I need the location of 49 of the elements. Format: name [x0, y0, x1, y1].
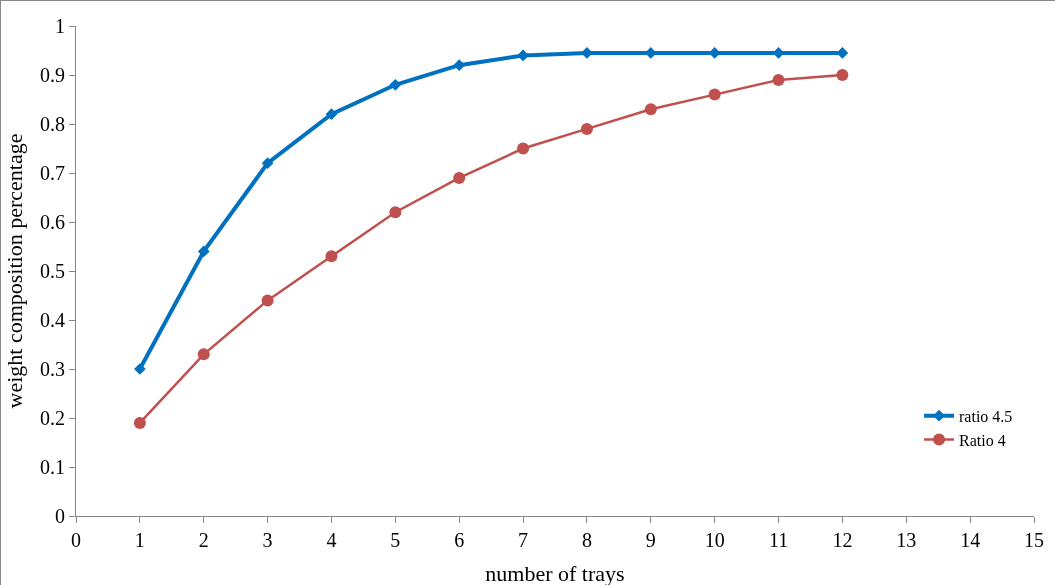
y-tick-label: 0.3 [40, 358, 65, 380]
point [708, 88, 721, 101]
x-tick-label: 1 [134, 529, 145, 551]
point [389, 206, 402, 219]
point [644, 103, 657, 116]
y-tick-label: 0.5 [40, 260, 65, 282]
point [517, 142, 530, 155]
point [261, 157, 274, 170]
point [133, 416, 146, 429]
point [325, 250, 338, 263]
x-tick-label: 14 [960, 529, 981, 551]
x-tick-label: 0 [71, 529, 81, 551]
x-axis-title: number of trays [485, 561, 625, 585]
y-tick-label: 1 [55, 15, 65, 37]
x-tick-label: 5 [390, 529, 401, 551]
y-tick-label: 0.1 [40, 456, 65, 478]
x-tick-label: 2 [198, 529, 209, 551]
point [197, 348, 210, 361]
x-tick-label: 3 [262, 529, 273, 551]
point [389, 78, 402, 91]
legend-label: Ratio 4 [959, 431, 1006, 449]
point [197, 245, 210, 258]
point [772, 73, 785, 86]
y-axis-title: weight composition percentage [2, 133, 27, 409]
y-tick-label: 0.7 [40, 162, 65, 184]
point [325, 108, 338, 121]
x-tick-label: 13 [896, 529, 917, 551]
y-tick-label: 0.6 [40, 211, 65, 233]
x-tick-label: 15 [1024, 529, 1044, 551]
y-tick-label: 0.4 [40, 309, 65, 331]
y-tick-label: 0 [55, 505, 65, 527]
point [517, 49, 529, 62]
x-tick-label: 10 [704, 529, 725, 551]
x-tick-label: 8 [581, 529, 592, 551]
point [580, 122, 593, 135]
y-tick-label: 0.8 [40, 113, 65, 135]
point [453, 171, 466, 184]
x-tick-label: 4 [326, 529, 337, 551]
x-tick-label: 9 [645, 529, 656, 551]
x-tick-label: 12 [832, 529, 853, 551]
x-tick-label: 11 [768, 529, 789, 551]
x-tick-label: 7 [518, 529, 529, 551]
point [453, 59, 466, 72]
legend-label: ratio 4.5 [959, 407, 1013, 425]
point [261, 294, 274, 307]
y-tick-label: 0.2 [40, 407, 65, 429]
y-tick-label: 0.9 [40, 64, 65, 86]
x-tick-label: 6 [454, 529, 465, 551]
point [836, 69, 849, 81]
